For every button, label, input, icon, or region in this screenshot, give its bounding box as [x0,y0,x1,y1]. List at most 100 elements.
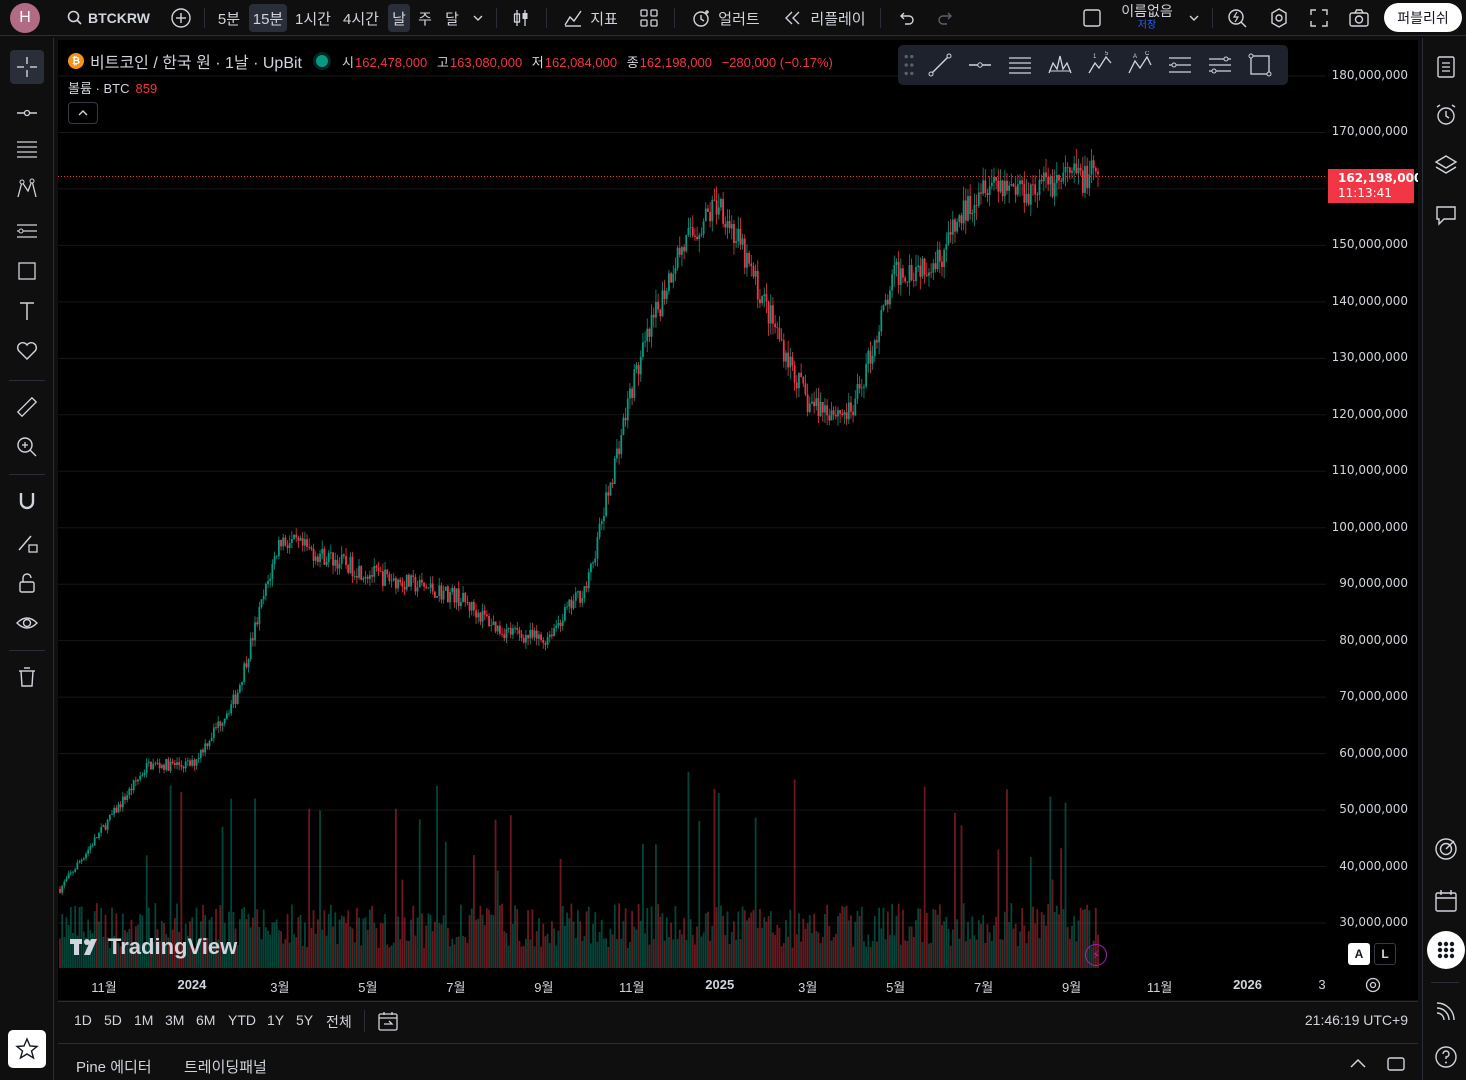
log-scale-button[interactable]: L [1374,943,1396,965]
hide-drawings-tool[interactable] [10,606,44,640]
tab-trading-panel[interactable]: 트레이딩패널 [184,1059,267,1076]
layouts-button[interactable] [634,4,664,32]
range-button[interactable]: 5D [104,1012,122,1028]
interval-5m[interactable]: 5분 [217,10,241,28]
fib-tool[interactable] [10,132,44,166]
trend-line-button[interactable] [920,45,960,85]
volume-bar [82,931,85,968]
range-button[interactable]: YTD [228,1012,256,1028]
range-button[interactable]: 5Y [296,1012,314,1028]
symbol-search-button[interactable]: BTCKRW [62,4,154,32]
time-axis-settings-button[interactable] [1364,976,1382,999]
indicators-button[interactable]: 지표 [558,4,622,32]
head-shoulders-button[interactable] [1040,45,1080,85]
magnet-tool[interactable] [10,484,44,518]
price-chart[interactable] [58,40,1418,970]
chart-pane[interactable]: ₿ 비트코인 / 한국 원 · 1날 · UpBit 시162,478,000 … [58,40,1418,970]
volume-bar [264,927,267,968]
volume-bar [683,918,686,968]
candle-body [143,772,146,776]
fib-button[interactable] [1000,45,1040,85]
watchlist-button[interactable] [1431,52,1461,82]
horizontal-ray-button[interactable] [960,45,1000,85]
parallel-channel-button[interactable] [1200,45,1240,85]
fullscreen-toggle-button[interactable] [1078,4,1106,32]
candle-body [598,524,601,538]
interval-1w[interactable]: 주 [418,10,432,28]
candle-body [964,200,967,221]
range-button[interactable]: 1M [134,1012,154,1028]
auto-scale-button[interactable]: A [1348,943,1370,965]
maximize-panel-button[interactable] [1386,1054,1406,1079]
tab-pine-editor[interactable]: Pine 에디터 [76,1059,152,1076]
interval-1d[interactable]: 날 [388,4,410,32]
object-tree-button[interactable] [1431,150,1461,180]
pattern-tool[interactable] [10,172,44,206]
volume-legend[interactable]: 볼륨 · BTC 859 [68,78,157,97]
candle-body [210,737,213,741]
time-axis[interactable]: 11월 2024 3월 5월 7월 9월 11월 2025 3월 5월 7월 9월 11월 2026 3 [58,970,1418,1000]
volume-bar [574,937,577,968]
user-avatar[interactable]: H [10,3,40,33]
fullscreen-button[interactable] [1304,4,1334,32]
range-button[interactable]: 1Y [267,1012,285,1028]
volume-bar [180,791,183,968]
go-to-date-button[interactable] [376,1009,400,1038]
rectangle-button[interactable] [1240,45,1280,85]
favorites-button[interactable] [8,1030,46,1068]
publish-button[interactable]: 퍼블리쉬 [1384,3,1462,32]
trend-line-tool[interactable] [10,92,44,126]
text-tool[interactable] [10,294,44,328]
range-button[interactable]: 6M [196,1012,216,1028]
geometric-shapes-tool[interactable] [10,254,44,288]
interval-4h[interactable]: 4시간 [343,10,379,28]
interval-dropdown-button[interactable] [468,4,488,32]
zoom-in-tool[interactable] [10,430,44,464]
collapse-legend-button[interactable] [68,102,98,124]
alerts-panel-button[interactable] [1431,100,1461,130]
candle-body [525,634,527,643]
quick-search-button[interactable] [1222,4,1252,32]
symbol-title[interactable]: 비트코인 / 한국 원 · 1날 · UpBit [90,55,303,72]
signals-button[interactable] [1431,996,1461,1026]
range-button[interactable]: 1D [74,1012,92,1028]
compare-symbol-button[interactable] [168,4,194,32]
tradingview-logo[interactable]: TradingView [70,934,237,960]
calendar-button[interactable] [1431,886,1461,916]
help-button[interactable] [1431,1042,1461,1072]
measure-tool[interactable] [10,390,44,424]
projection-tool[interactable] [10,214,44,248]
undo-button[interactable] [892,4,920,32]
layout-name-button[interactable]: 이름없음 저장 [1114,3,1180,33]
interval-1h[interactable]: 1시간 [295,10,331,28]
alert-button[interactable]: 얼러트 [686,4,764,32]
products-button[interactable] [1427,931,1465,969]
interval-15m[interactable]: 15분 [249,4,287,32]
remove-drawings-tool[interactable] [10,660,44,694]
icon-tool[interactable] [10,334,44,368]
settings-button[interactable] [1264,4,1294,32]
lightning-icon[interactable]: ⚡ [1085,944,1107,966]
chats-button[interactable] [1431,200,1461,230]
drag-handle-icon[interactable] [898,45,920,85]
replay-button[interactable]: 리플레이 [778,4,870,32]
ideas-stream-button[interactable] [1431,834,1461,864]
lock-drawings-tool[interactable] [10,566,44,600]
date-range-button[interactable] [1160,45,1200,85]
snapshot-button[interactable] [1344,4,1374,32]
chart-type-button[interactable] [506,4,536,32]
timezone-clock[interactable]: 21:46:19 UTC+9 [1304,1012,1408,1028]
range-button[interactable]: 전체 [326,1014,352,1030]
volume-bar [197,940,200,968]
volume-bar [850,915,852,968]
candle-body [620,435,623,455]
stay-in-drawing-mode-tool[interactable] [10,526,44,560]
expand-panel-button[interactable] [1348,1054,1368,1079]
layout-menu-button[interactable] [1184,4,1204,32]
range-button[interactable]: 3M [165,1012,185,1028]
redo-button[interactable] [932,4,960,32]
crosshair-tool[interactable] [10,50,44,84]
interval-1m[interactable]: 달 [445,10,459,28]
